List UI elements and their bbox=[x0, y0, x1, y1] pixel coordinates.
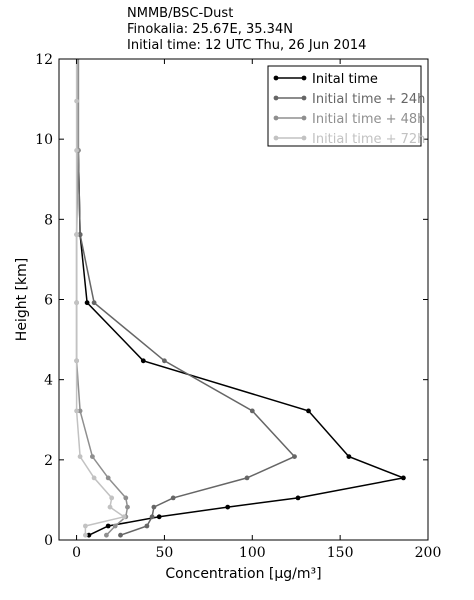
legend-marker bbox=[273, 75, 279, 81]
data-point bbox=[105, 523, 111, 529]
data-point bbox=[74, 148, 79, 153]
legend-marker bbox=[301, 75, 307, 81]
data-point bbox=[91, 300, 97, 306]
data-point bbox=[74, 408, 79, 414]
data-point bbox=[292, 454, 297, 459]
data-point bbox=[74, 300, 79, 306]
y-tick-label: 8 bbox=[44, 212, 53, 228]
series-line bbox=[77, 59, 296, 536]
x-tick-label: 100 bbox=[239, 545, 266, 561]
y-tick-label: 12 bbox=[35, 52, 53, 68]
data-point bbox=[125, 504, 130, 510]
data-point bbox=[83, 523, 88, 529]
chart-title-initial-time: Initial time: 12 UTC Thu, 26 Jun 2014 bbox=[127, 38, 367, 53]
legend-marker bbox=[301, 115, 307, 121]
data-point bbox=[74, 232, 79, 238]
y-tick-label: 0 bbox=[44, 533, 53, 549]
y-tick-label: 4 bbox=[44, 373, 53, 389]
legend: Inital time Initial time + 24h Initial tim… bbox=[267, 65, 425, 147]
legend-marker bbox=[273, 95, 279, 101]
legend-marker bbox=[273, 135, 279, 141]
legend-marker bbox=[273, 115, 279, 121]
data-point bbox=[225, 504, 231, 510]
data-point bbox=[149, 514, 155, 520]
data-point bbox=[77, 232, 83, 238]
chart-title-model: NMMB/BSC-Dust bbox=[127, 6, 234, 21]
data-point bbox=[109, 495, 115, 501]
legend-label: Initial time + 24h bbox=[312, 92, 425, 107]
data-point bbox=[105, 475, 111, 481]
data-point bbox=[401, 475, 406, 481]
data-point bbox=[74, 358, 79, 364]
data-point bbox=[77, 408, 83, 414]
data-point bbox=[144, 523, 150, 529]
x-tick-label: 150 bbox=[327, 545, 354, 561]
data-point bbox=[84, 300, 90, 306]
data-point bbox=[140, 358, 146, 364]
legend-marker bbox=[301, 135, 307, 141]
x-axis-label: Concentration [μg/m³] bbox=[165, 566, 321, 582]
series-markers bbox=[74, 98, 406, 538]
data-point bbox=[346, 454, 352, 459]
chart-title-location: Finokalia: 25.67E, 35.34N bbox=[127, 22, 293, 37]
data-point bbox=[151, 504, 157, 510]
data-point bbox=[295, 495, 301, 501]
y-tick-label: 10 bbox=[35, 132, 53, 148]
data-point bbox=[91, 475, 97, 481]
data-point bbox=[90, 454, 95, 459]
data-point bbox=[118, 532, 123, 538]
x-tick-label: 0 bbox=[72, 545, 81, 561]
legend-marker bbox=[301, 95, 307, 101]
data-point bbox=[112, 523, 118, 529]
legend-label: Initial time + 48h bbox=[312, 112, 425, 127]
x-tick-label: 200 bbox=[415, 545, 442, 561]
data-point bbox=[74, 98, 79, 104]
data-point bbox=[83, 532, 88, 538]
data-point bbox=[156, 514, 162, 520]
data-point bbox=[86, 532, 92, 538]
x-tick-label: 50 bbox=[156, 545, 174, 561]
legend-label: Initial time + 72h bbox=[312, 132, 425, 147]
data-point bbox=[123, 495, 129, 501]
data-point bbox=[77, 454, 83, 459]
y-tick-label: 2 bbox=[44, 453, 53, 469]
series-line bbox=[75, 59, 126, 536]
axis-ticks: 0 50 100 150 200 0 2 4 6 8 10 12 bbox=[35, 52, 441, 561]
data-point bbox=[107, 504, 113, 510]
data-point bbox=[306, 408, 311, 414]
legend-label: Inital time bbox=[312, 72, 378, 87]
y-tick-label: 6 bbox=[44, 293, 53, 309]
data-point bbox=[104, 532, 109, 538]
data-point bbox=[162, 358, 167, 364]
data-point bbox=[121, 514, 127, 520]
data-point bbox=[249, 408, 255, 414]
data-point bbox=[244, 475, 250, 481]
y-axis-label: Height [km] bbox=[14, 258, 30, 341]
legend-box bbox=[267, 65, 422, 147]
data-point bbox=[170, 495, 176, 501]
